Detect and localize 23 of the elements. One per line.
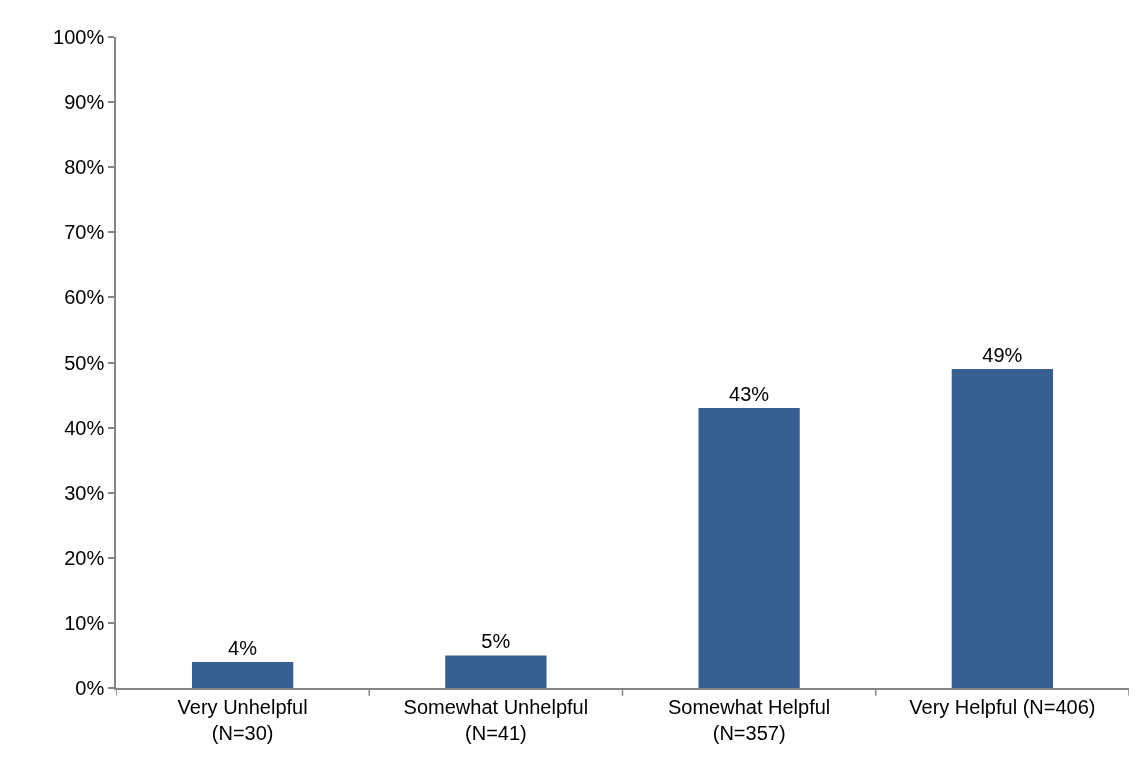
- bar: [698, 408, 800, 688]
- data-label: 49%: [982, 344, 1023, 367]
- x-tick-label: Very Unhelpful (N=30): [177, 695, 308, 744]
- y-tick-label: 70%: [64, 221, 105, 244]
- bar: [445, 655, 547, 688]
- x-tick-label: Somewhat Helpful (N=357): [667, 695, 831, 744]
- x-tick-label: Very Helpful (N=406): [909, 695, 1096, 718]
- y-tick-label: 90%: [64, 91, 105, 114]
- y-tick-label: 0%: [75, 677, 105, 699]
- data-label: 5%: [481, 630, 511, 653]
- y-tick-label: 100%: [53, 26, 105, 48]
- x-tick-label: Somewhat Unhelpful (N=41): [403, 695, 589, 744]
- y-tick-label: 50%: [64, 351, 105, 374]
- bar: [951, 369, 1054, 688]
- y-tick-label: 30%: [64, 481, 105, 504]
- y-tick-label: 80%: [64, 156, 105, 179]
- data-label: 43%: [729, 383, 770, 406]
- y-tick-label: 10%: [64, 611, 105, 634]
- y-tick-label: 40%: [64, 416, 105, 439]
- bar: [191, 661, 294, 688]
- data-label: 4%: [228, 636, 258, 659]
- y-tick-label: 60%: [64, 286, 105, 309]
- y-tick-label: 20%: [64, 546, 105, 569]
